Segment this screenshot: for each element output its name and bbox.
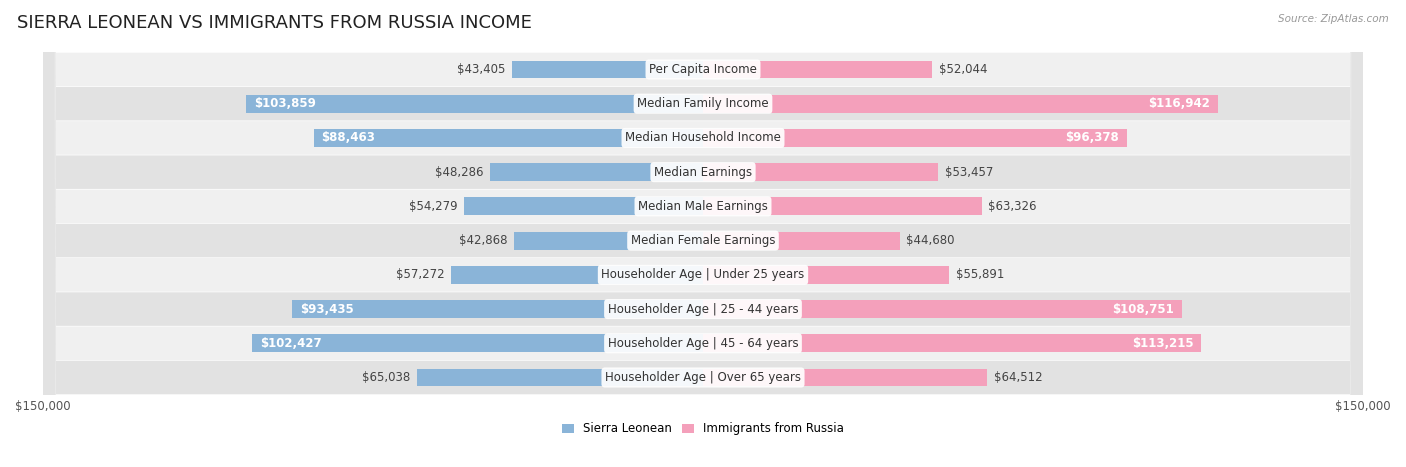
Text: $102,427: $102,427 xyxy=(260,337,322,350)
Text: Source: ZipAtlas.com: Source: ZipAtlas.com xyxy=(1278,14,1389,24)
FancyBboxPatch shape xyxy=(42,0,1364,467)
FancyBboxPatch shape xyxy=(42,0,1364,467)
Text: SIERRA LEONEAN VS IMMIGRANTS FROM RUSSIA INCOME: SIERRA LEONEAN VS IMMIGRANTS FROM RUSSIA… xyxy=(17,14,531,32)
Bar xyxy=(512,61,703,78)
Bar xyxy=(703,266,949,284)
Text: $64,512: $64,512 xyxy=(994,371,1042,384)
Text: $116,942: $116,942 xyxy=(1147,97,1209,110)
Bar xyxy=(491,163,703,181)
Bar xyxy=(252,334,703,352)
Bar xyxy=(246,95,703,113)
Text: $96,378: $96,378 xyxy=(1066,131,1119,144)
Text: $53,457: $53,457 xyxy=(945,166,993,179)
Text: $44,680: $44,680 xyxy=(907,234,955,247)
Bar xyxy=(703,334,1201,352)
Text: $65,038: $65,038 xyxy=(361,371,411,384)
Text: Median Male Earnings: Median Male Earnings xyxy=(638,200,768,213)
FancyBboxPatch shape xyxy=(42,0,1364,467)
Bar xyxy=(703,163,938,181)
FancyBboxPatch shape xyxy=(42,0,1364,467)
Bar xyxy=(703,232,900,249)
Text: Median Household Income: Median Household Income xyxy=(626,131,780,144)
Bar xyxy=(703,61,932,78)
Text: Householder Age | Under 25 years: Householder Age | Under 25 years xyxy=(602,269,804,281)
Text: $113,215: $113,215 xyxy=(1132,337,1194,350)
Text: $57,272: $57,272 xyxy=(395,269,444,281)
Bar xyxy=(292,300,703,318)
Text: $52,044: $52,044 xyxy=(939,63,987,76)
Text: Median Family Income: Median Family Income xyxy=(637,97,769,110)
Bar xyxy=(703,198,981,215)
Bar xyxy=(703,368,987,386)
Text: $54,279: $54,279 xyxy=(409,200,457,213)
FancyBboxPatch shape xyxy=(42,0,1364,467)
Bar xyxy=(451,266,703,284)
FancyBboxPatch shape xyxy=(42,0,1364,467)
Text: Median Female Earnings: Median Female Earnings xyxy=(631,234,775,247)
FancyBboxPatch shape xyxy=(42,0,1364,467)
Bar xyxy=(314,129,703,147)
Text: $43,405: $43,405 xyxy=(457,63,505,76)
Text: Householder Age | 25 - 44 years: Householder Age | 25 - 44 years xyxy=(607,303,799,316)
FancyBboxPatch shape xyxy=(42,0,1364,467)
Text: $55,891: $55,891 xyxy=(956,269,1004,281)
Bar xyxy=(464,198,703,215)
Text: $42,868: $42,868 xyxy=(460,234,508,247)
Text: $88,463: $88,463 xyxy=(322,131,375,144)
Legend: Sierra Leonean, Immigrants from Russia: Sierra Leonean, Immigrants from Russia xyxy=(557,417,849,440)
Bar xyxy=(416,368,703,386)
Bar xyxy=(703,129,1128,147)
Text: $48,286: $48,286 xyxy=(436,166,484,179)
FancyBboxPatch shape xyxy=(42,0,1364,467)
Bar xyxy=(703,95,1218,113)
Text: Householder Age | 45 - 64 years: Householder Age | 45 - 64 years xyxy=(607,337,799,350)
Text: Per Capita Income: Per Capita Income xyxy=(650,63,756,76)
Text: $103,859: $103,859 xyxy=(254,97,316,110)
Text: Householder Age | Over 65 years: Householder Age | Over 65 years xyxy=(605,371,801,384)
Text: $108,751: $108,751 xyxy=(1112,303,1174,316)
Bar xyxy=(703,300,1181,318)
Text: Median Earnings: Median Earnings xyxy=(654,166,752,179)
Text: $63,326: $63,326 xyxy=(988,200,1036,213)
FancyBboxPatch shape xyxy=(42,0,1364,467)
Bar xyxy=(515,232,703,249)
Text: $93,435: $93,435 xyxy=(299,303,353,316)
